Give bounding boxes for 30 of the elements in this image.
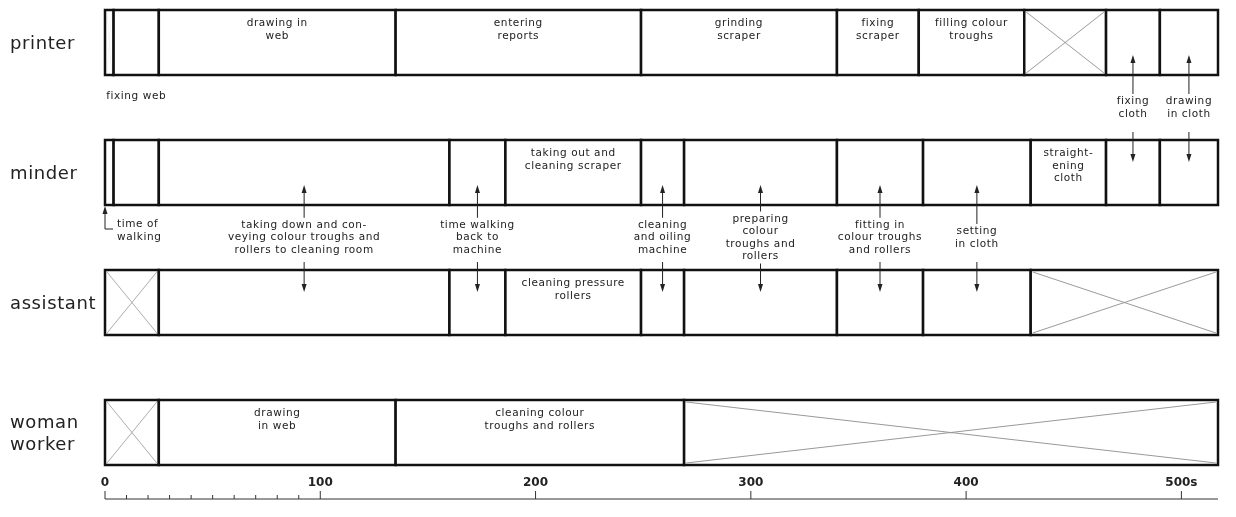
y-tick-label: printer [10,31,75,53]
annotation: fixing web [106,89,167,101]
annotation: grinding scraper [714,16,764,41]
annotation: setting in cloth [955,224,999,249]
x-tick-label: 400 [953,475,979,489]
annotation: cleaning pressure rollers [521,276,625,301]
annotation: drawing in cloth [1165,94,1213,119]
annotation: drawing in web [254,406,301,431]
annotation: filling colour troughs [935,16,1009,41]
y-tick-label: assistant [10,291,97,313]
x-tick-label: 500s [1165,475,1198,489]
annotation: straight- ening cloth [1043,146,1094,183]
y-tick-label: woman worker [10,410,79,454]
x-tick-label: 100 [307,475,333,489]
annotation: entering reports [493,16,543,41]
annotation: cleaning colour troughs and rollers [484,406,596,431]
annotation: fixing cloth [1116,94,1150,119]
annotation: taking out and cleaning scraper [524,146,622,171]
x-tick-label: 300 [738,475,764,489]
x-tick-label: 0 [100,475,110,489]
annotation: time of walking [117,217,162,242]
x-tick-label: 200 [523,475,549,489]
annotation: fitting in colour troughs and rollers [837,217,923,255]
annotation: preparing colour troughs and rollers [725,211,796,261]
annotation: drawing in web [246,16,308,41]
annotation: time walking back to machine [440,217,515,255]
annotation: fixing scraper [856,16,900,41]
y-tick-label: minder [10,161,78,183]
annotation: taking down and con- veying colour troughs and rollers to cleaning room [227,217,381,255]
annotation: cleaning and oiling machine [633,217,692,255]
